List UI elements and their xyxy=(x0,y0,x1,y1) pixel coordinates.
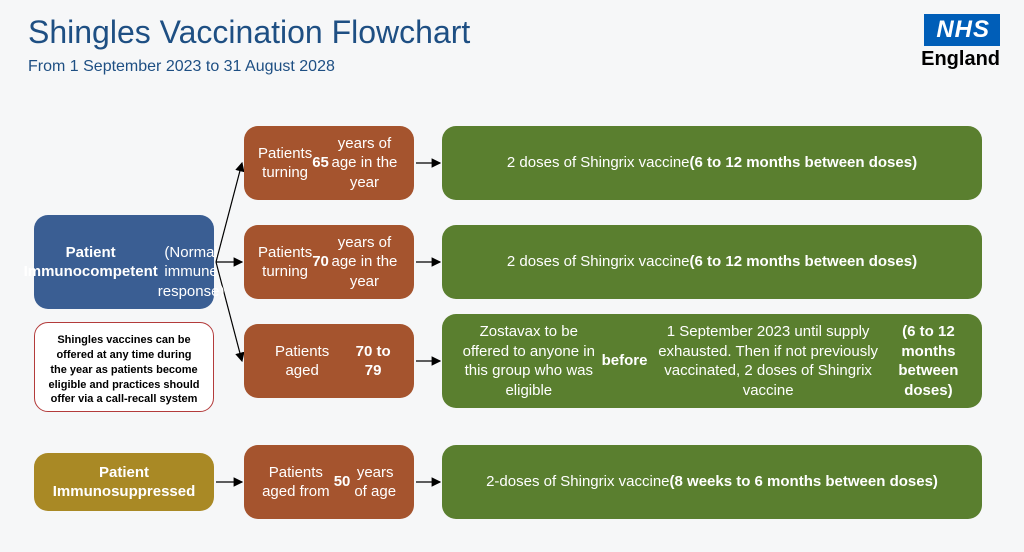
node-age65: Patients turning 65 years of age in the … xyxy=(244,126,414,200)
nhs-logo-subtext: England xyxy=(921,48,1000,71)
page-subtitle: From 1 September 2023 to 31 August 2028 xyxy=(28,58,335,76)
node-out65: 2 doses of Shingrix vaccine (6 to 12 mon… xyxy=(442,126,982,200)
nhs-logo-box: NHS xyxy=(924,14,1000,46)
nhs-logo: NHS England xyxy=(921,14,1000,71)
node-immunosuppressed: Patient Immunosuppressed xyxy=(34,453,214,511)
flowchart-canvas: Shingles Vaccination Flowchart From 1 Se… xyxy=(0,0,1024,552)
node-age50: Patients aged from 50 years of age xyxy=(244,445,414,519)
node-age70: Patients turning 70 years of age in the … xyxy=(244,225,414,299)
node-out70: 2 doses of Shingrix vaccine (6 to 12 mon… xyxy=(442,225,982,299)
node-out50: 2-doses of Shingrix vaccine (8 weeks to … xyxy=(442,445,982,519)
page-title: Shingles Vaccination Flowchart xyxy=(28,14,470,51)
node-out70to79: Zostavax to be offered to anyone in this… xyxy=(442,314,982,408)
node-note: Shingles vaccines can be offered at any … xyxy=(34,322,214,412)
node-age70to79: Patients aged 70 to 79 xyxy=(244,324,414,398)
node-immunocompetent: Patient Immunocompetent(Normal immune re… xyxy=(34,215,214,309)
